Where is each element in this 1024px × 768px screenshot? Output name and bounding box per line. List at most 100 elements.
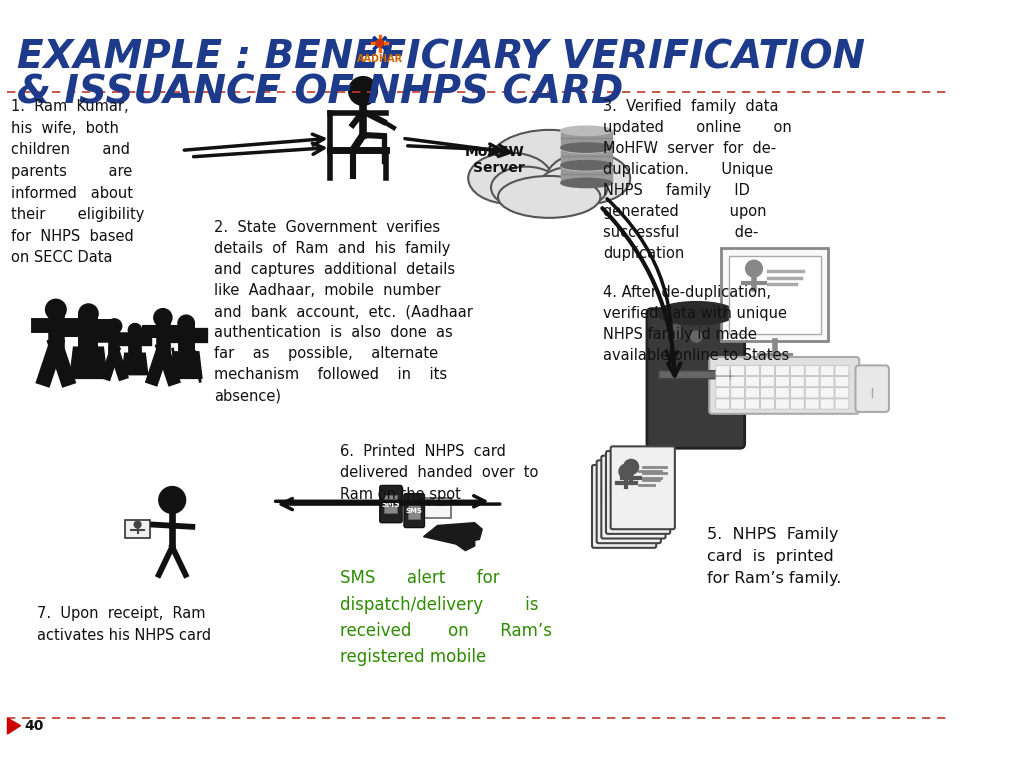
Ellipse shape xyxy=(561,144,612,153)
Circle shape xyxy=(605,478,620,493)
Ellipse shape xyxy=(547,153,630,204)
Text: SMS: SMS xyxy=(382,499,400,508)
Circle shape xyxy=(690,331,701,342)
FancyBboxPatch shape xyxy=(731,388,744,398)
FancyBboxPatch shape xyxy=(805,388,819,398)
FancyBboxPatch shape xyxy=(592,465,656,548)
FancyBboxPatch shape xyxy=(380,485,402,523)
FancyBboxPatch shape xyxy=(835,366,849,376)
FancyBboxPatch shape xyxy=(761,388,774,398)
Circle shape xyxy=(79,304,98,323)
FancyBboxPatch shape xyxy=(404,494,425,528)
Polygon shape xyxy=(7,718,20,734)
Text: 7.  Upon  receipt,  Ram
activates his NHPS card: 7. Upon receipt, Ram activates his NHPS … xyxy=(37,607,211,643)
FancyBboxPatch shape xyxy=(791,366,804,376)
Text: 3.  Verified  family  data
updated       online       on
MoHFW  server  for  de-: 3. Verified family data updated online o… xyxy=(603,99,792,261)
Ellipse shape xyxy=(561,161,612,170)
Text: 6.  Printed  NHPS  card
delivered  handed  over  to
Ram on the spot: 6. Printed NHPS card delivered handed ov… xyxy=(340,444,539,502)
Ellipse shape xyxy=(561,178,612,187)
FancyBboxPatch shape xyxy=(745,399,760,409)
Circle shape xyxy=(128,323,141,337)
Text: & ISSUANCE OF NHPS CARD: & ISSUANCE OF NHPS CARD xyxy=(16,73,623,111)
FancyBboxPatch shape xyxy=(716,366,730,376)
Circle shape xyxy=(376,40,384,47)
FancyBboxPatch shape xyxy=(820,376,834,387)
Text: 5.  NHPS  Family
card  is  printed
for Ram’s family.: 5. NHPS Family card is printed for Ram’s… xyxy=(708,528,842,585)
Text: SMS: SMS xyxy=(406,508,423,514)
Circle shape xyxy=(426,498,434,505)
Ellipse shape xyxy=(468,153,552,204)
Text: 2.  State  Government  verifies
details  of  Ram  and  his  family
and  captures: 2. State Government verifies details of … xyxy=(214,220,473,403)
FancyBboxPatch shape xyxy=(721,248,828,341)
Ellipse shape xyxy=(561,161,612,170)
Ellipse shape xyxy=(561,143,612,152)
Circle shape xyxy=(159,487,185,513)
FancyBboxPatch shape xyxy=(791,399,804,409)
FancyBboxPatch shape xyxy=(835,376,849,387)
Text: SMS      alert      for
dispatch/delivery        is
received       on      Ram’s: SMS alert for dispatch/delivery is recei… xyxy=(340,569,552,667)
FancyBboxPatch shape xyxy=(729,256,821,334)
FancyBboxPatch shape xyxy=(606,451,670,534)
FancyBboxPatch shape xyxy=(805,366,819,376)
FancyBboxPatch shape xyxy=(855,366,889,412)
FancyBboxPatch shape xyxy=(647,309,744,449)
Text: AADHAR: AADHAR xyxy=(356,55,402,65)
FancyBboxPatch shape xyxy=(775,388,790,398)
Circle shape xyxy=(620,464,634,479)
FancyBboxPatch shape xyxy=(597,460,660,543)
Ellipse shape xyxy=(538,167,607,209)
FancyBboxPatch shape xyxy=(731,376,744,387)
Ellipse shape xyxy=(498,176,600,218)
Circle shape xyxy=(134,521,141,528)
Bar xyxy=(561,166,612,183)
Circle shape xyxy=(668,324,682,339)
Circle shape xyxy=(45,300,67,319)
Polygon shape xyxy=(170,352,202,379)
FancyBboxPatch shape xyxy=(835,388,849,398)
FancyBboxPatch shape xyxy=(775,376,790,387)
FancyBboxPatch shape xyxy=(658,371,734,379)
Circle shape xyxy=(609,473,625,488)
Polygon shape xyxy=(456,539,475,551)
FancyBboxPatch shape xyxy=(805,399,819,409)
Polygon shape xyxy=(122,353,147,375)
Bar xyxy=(561,148,612,165)
Circle shape xyxy=(108,319,122,333)
FancyBboxPatch shape xyxy=(745,388,760,398)
FancyBboxPatch shape xyxy=(791,376,804,387)
Ellipse shape xyxy=(488,130,609,195)
Circle shape xyxy=(178,315,195,332)
Ellipse shape xyxy=(561,126,612,135)
FancyBboxPatch shape xyxy=(125,520,150,538)
Ellipse shape xyxy=(492,167,561,209)
FancyBboxPatch shape xyxy=(775,366,790,376)
FancyBboxPatch shape xyxy=(775,399,790,409)
FancyBboxPatch shape xyxy=(761,376,774,387)
FancyBboxPatch shape xyxy=(716,388,730,398)
Circle shape xyxy=(624,459,639,475)
Text: 40: 40 xyxy=(25,719,44,733)
FancyBboxPatch shape xyxy=(745,366,760,376)
Polygon shape xyxy=(70,347,108,379)
Circle shape xyxy=(154,309,172,326)
FancyBboxPatch shape xyxy=(384,495,397,513)
Text: EXAMPLE : BENEFICIARY VERIFICATION: EXAMPLE : BENEFICIARY VERIFICATION xyxy=(16,38,864,77)
Circle shape xyxy=(349,77,378,105)
FancyBboxPatch shape xyxy=(731,366,744,376)
FancyBboxPatch shape xyxy=(716,399,730,409)
Text: MoHFW
Server: MoHFW Server xyxy=(465,144,525,175)
FancyBboxPatch shape xyxy=(791,388,804,398)
Polygon shape xyxy=(424,523,482,544)
FancyBboxPatch shape xyxy=(761,366,774,376)
FancyBboxPatch shape xyxy=(716,376,730,387)
Ellipse shape xyxy=(656,302,736,325)
Circle shape xyxy=(745,260,762,277)
FancyBboxPatch shape xyxy=(820,399,834,409)
Bar xyxy=(561,131,612,147)
Circle shape xyxy=(614,468,629,484)
FancyBboxPatch shape xyxy=(601,455,666,538)
FancyBboxPatch shape xyxy=(409,502,420,519)
FancyBboxPatch shape xyxy=(805,376,819,387)
FancyBboxPatch shape xyxy=(710,357,859,414)
FancyBboxPatch shape xyxy=(745,376,760,387)
